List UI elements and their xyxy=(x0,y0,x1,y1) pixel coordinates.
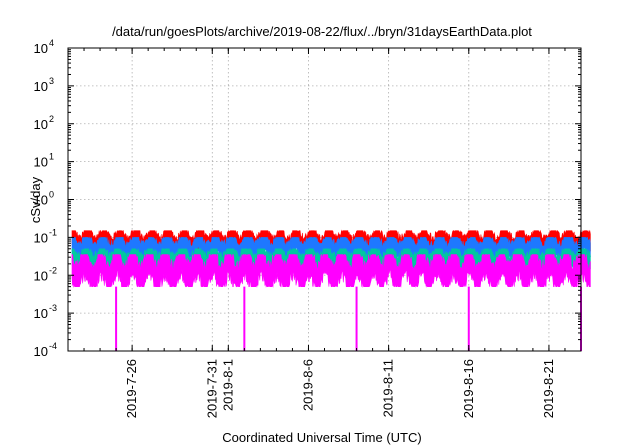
chart-title: /data/run/goesPlots/archive/2019-08-22/f… xyxy=(112,24,532,39)
y-tick-label: 10 xyxy=(34,193,48,208)
y-tick-label: 10 xyxy=(34,79,48,94)
grid-lines xyxy=(68,48,581,351)
x-tick-label: 2019-8-6 xyxy=(300,359,315,411)
y-tick-label: 10 xyxy=(34,268,48,283)
y-axis-label: cSv/day xyxy=(28,176,43,223)
y-tick-label-exponent: -2 xyxy=(49,265,57,275)
y-tick-label: 10 xyxy=(34,306,48,321)
data-series-band xyxy=(71,253,591,288)
y-tick-label-exponent: 0 xyxy=(49,190,54,200)
x-tick-label: 2019-8-21 xyxy=(541,359,556,418)
y-tick-label: 10 xyxy=(34,41,48,56)
x-axis-label: Coordinated Universal Time (UTC) xyxy=(222,430,421,445)
y-tick-label: 10 xyxy=(34,117,48,132)
x-tick-label: 2019-7-26 xyxy=(124,359,139,418)
x-tick-label: 2019-8-11 xyxy=(381,359,396,417)
y-tick-label-exponent: -4 xyxy=(49,341,57,351)
y-tick-label-exponent: 3 xyxy=(49,76,54,86)
y-tick-label: 10 xyxy=(34,344,48,359)
x-tick-label: 2019-8-1 xyxy=(220,359,235,411)
y-tick-label: 10 xyxy=(34,230,48,245)
y-tick-label-exponent: -1 xyxy=(49,227,57,237)
y-tick-label: 10 xyxy=(34,155,48,170)
data-series xyxy=(71,229,591,351)
y-tick-label-exponent: -3 xyxy=(49,303,57,313)
x-tick-label: 2019-7-31 xyxy=(204,359,219,418)
y-tick-label-exponent: 4 xyxy=(49,38,54,48)
x-tick-label: 2019-8-16 xyxy=(461,359,476,418)
y-tick-label-exponent: 2 xyxy=(49,114,54,124)
y-tick-label-exponent: 1 xyxy=(49,152,54,162)
